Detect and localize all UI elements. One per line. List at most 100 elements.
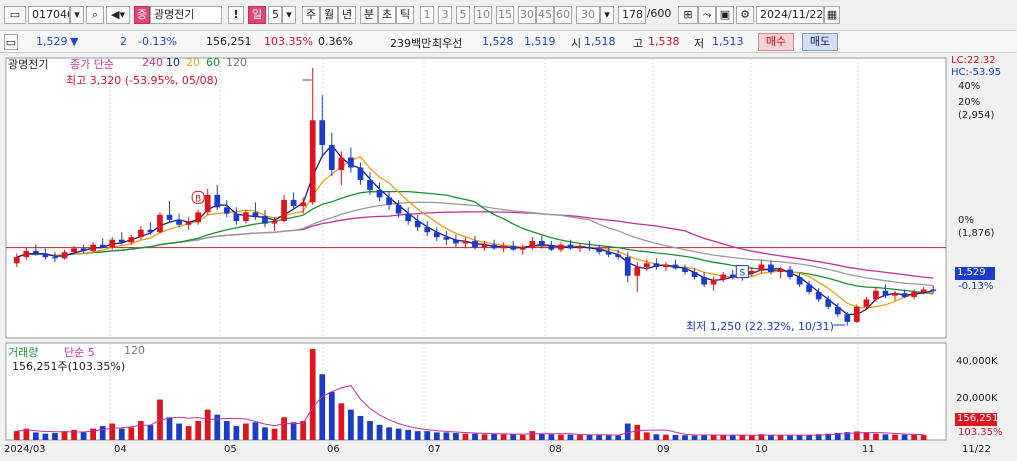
candle-body — [710, 279, 717, 285]
minute-15-button[interactable]: 15 — [496, 6, 514, 24]
scale-40pct: 40% — [958, 81, 981, 92]
volume-bar — [61, 431, 68, 440]
candle-body — [682, 268, 688, 273]
volume-bar — [538, 433, 545, 440]
date-input[interactable]: 2024/11/22 — [756, 6, 824, 24]
period-minute-button[interactable]: 분 — [360, 6, 378, 24]
volume-bar — [42, 433, 49, 440]
minute-60-button[interactable]: 60 — [554, 6, 572, 24]
stock-name-field[interactable]: 광명전기 — [150, 6, 222, 24]
volume-bar — [548, 434, 555, 440]
x-label-5: 08 — [549, 444, 562, 455]
period-tick-button[interactable]: 틱 — [396, 6, 414, 24]
minute-30-button[interactable]: 30 — [518, 6, 536, 24]
candle-body — [309, 120, 316, 203]
volume-bar — [453, 433, 459, 440]
volume-bar — [643, 432, 650, 440]
save-icon[interactable]: ▣ — [716, 6, 734, 24]
volume-bar — [157, 399, 163, 440]
change-arrow-icon: ▼ — [70, 35, 79, 48]
volume-bar — [223, 421, 230, 440]
count-input[interactable]: 178 — [618, 6, 646, 24]
window-icon[interactable]: ▭ — [4, 6, 26, 24]
candle-body — [367, 179, 373, 190]
indicator-icon[interactable]: ⊞ — [678, 6, 698, 24]
period-year-button[interactable]: 년 — [338, 6, 356, 24]
candle-body — [128, 237, 135, 243]
candle-body — [243, 212, 249, 222]
candle-body — [138, 229, 144, 238]
period-num-input[interactable]: 5 — [268, 6, 282, 24]
volume-bar — [720, 435, 727, 440]
low-price: 1,513 — [712, 35, 744, 48]
volume-bar — [863, 432, 870, 440]
period-day-button[interactable]: 일 — [248, 6, 266, 24]
volume-bar — [834, 432, 841, 440]
candle-body — [376, 189, 383, 198]
price-chart[interactable]: BS — [0, 53, 1017, 461]
candle-body — [519, 247, 526, 250]
volume-bar — [634, 424, 641, 440]
volume-bar — [510, 434, 517, 440]
minute-select[interactable]: 30 — [576, 6, 600, 24]
volume-bar — [71, 429, 77, 440]
volume-bar — [290, 422, 297, 440]
volume-bar — [23, 428, 30, 440]
scale-20pct: 20% — [958, 97, 981, 108]
volume-bar — [682, 435, 688, 440]
candle-body — [643, 263, 650, 268]
gear-icon[interactable]: ⚙ — [736, 6, 754, 24]
candle-body — [558, 244, 564, 250]
volume-bar — [577, 434, 583, 440]
sell-button[interactable]: 매도 — [802, 33, 838, 51]
chevron-down-icon[interactable]: ▾ — [70, 6, 84, 24]
trend-icon[interactable]: ⤳ — [698, 6, 716, 24]
volume-bar — [663, 434, 669, 440]
candle-body — [691, 272, 698, 278]
minute-3-button[interactable]: 3 — [438, 6, 452, 24]
candle-body — [500, 245, 507, 249]
period-month-button[interactable]: 월 — [320, 6, 338, 24]
volume-ma-line — [16, 385, 924, 436]
toggle-icon[interactable]: ▭ — [4, 34, 18, 50]
candle-body — [911, 291, 917, 297]
stock-code-input[interactable]: 017040 — [28, 6, 70, 24]
volume-bar — [252, 422, 259, 440]
candle-body — [109, 239, 116, 248]
chevron-down-icon[interactable]: ▾ — [282, 6, 296, 24]
volume-bar — [777, 435, 784, 440]
candle-body — [424, 227, 431, 233]
candle-body — [844, 314, 851, 322]
period-week-button[interactable]: 주 — [302, 6, 320, 24]
candle-body — [99, 244, 106, 248]
candle-body — [701, 277, 707, 285]
minute-5-button[interactable]: 5 — [456, 6, 470, 24]
candle-body — [853, 306, 860, 322]
buy-button[interactable]: 매수 — [758, 33, 794, 51]
period-second-button[interactable]: 초 — [378, 6, 396, 24]
volume-bar — [138, 421, 144, 440]
calendar-icon[interactable]: ▦ — [824, 6, 840, 24]
volume-bar — [815, 434, 822, 440]
minute-10-button[interactable]: 10 — [474, 6, 492, 24]
candle-body — [147, 229, 154, 233]
volume-bar — [748, 435, 755, 440]
candle-body — [357, 167, 364, 180]
candle-body — [863, 299, 870, 307]
search-icon[interactable]: ⌕ — [86, 6, 104, 24]
volume-bar — [882, 434, 889, 440]
candle-body — [796, 277, 803, 285]
chevron-down-icon[interactable]: ▾ — [600, 6, 614, 24]
candle-body — [290, 199, 297, 207]
volume-legend-title: 거래량 — [8, 346, 39, 359]
speaker-icon[interactable]: ◀▾ — [106, 6, 130, 24]
candle-body — [319, 120, 326, 146]
low-annotation: 최저 1,250 (22.32%, 10/31) — [686, 320, 834, 333]
volume-bar — [195, 421, 202, 440]
minute-1-button[interactable]: 1 — [420, 6, 434, 24]
candle-body — [300, 202, 307, 207]
alert-button[interactable]: ! — [228, 6, 244, 24]
minute-45-button[interactable]: 45 — [536, 6, 554, 24]
candle-body — [748, 270, 755, 274]
